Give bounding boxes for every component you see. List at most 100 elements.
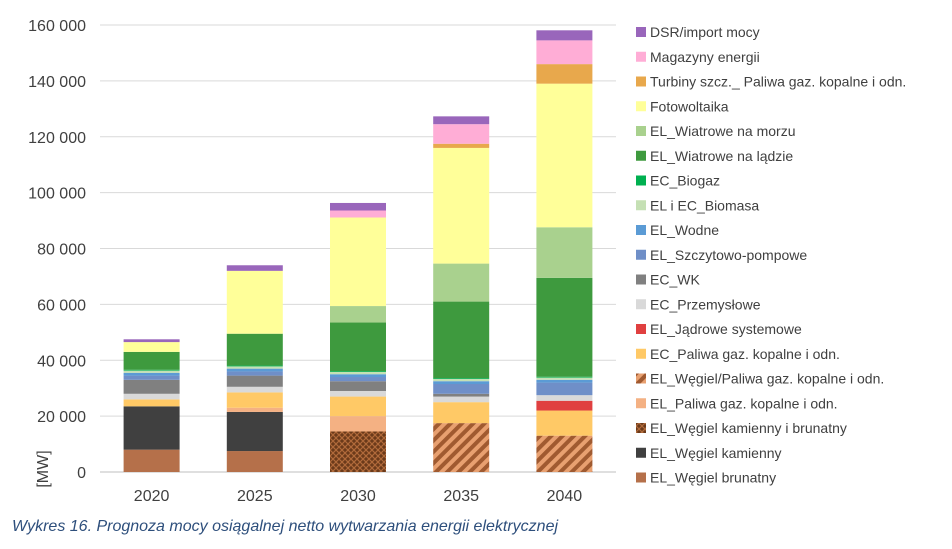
legend-label: EL_Wodne bbox=[650, 222, 719, 238]
x-tick-label: 2040 bbox=[547, 488, 583, 505]
bar-segment bbox=[123, 393, 180, 400]
x-tick-label: 2030 bbox=[340, 488, 376, 505]
bar-segment bbox=[536, 376, 593, 378]
y-axis-label: [MW] bbox=[35, 450, 52, 487]
bar-segment bbox=[536, 83, 593, 228]
bar-segment bbox=[433, 402, 490, 424]
bar-segment bbox=[433, 143, 490, 148]
bar-segment bbox=[330, 217, 386, 307]
legend-swatch bbox=[636, 150, 646, 161]
bar-segment bbox=[330, 377, 386, 382]
y-tick-label: 140 000 bbox=[28, 74, 86, 91]
bar-segment bbox=[226, 270, 283, 334]
bar-segment bbox=[226, 265, 283, 271]
bar-segment bbox=[536, 410, 593, 436]
bar-segment bbox=[536, 395, 593, 401]
bar-segment bbox=[123, 399, 180, 407]
bar-segment bbox=[226, 411, 283, 452]
legend-swatch bbox=[636, 274, 646, 285]
bar-segment bbox=[536, 435, 593, 472]
bar-segment bbox=[433, 116, 490, 125]
bar-segment bbox=[536, 400, 593, 411]
legend-swatch bbox=[636, 373, 646, 384]
x-tick-label: 2025 bbox=[237, 488, 273, 505]
legend-swatch bbox=[636, 249, 646, 260]
bar-segment bbox=[330, 374, 386, 378]
legend-swatch bbox=[636, 472, 646, 483]
bar-segment bbox=[536, 379, 593, 383]
legend-label: EL_Szczytowo-pompowe bbox=[650, 247, 807, 263]
bar-segment bbox=[433, 393, 490, 397]
bar-segment bbox=[226, 366, 283, 369]
y-tick-label: 60 000 bbox=[37, 297, 86, 314]
legend-swatch bbox=[636, 398, 646, 409]
bar-segment bbox=[433, 383, 490, 394]
bar-segment bbox=[433, 378, 490, 379]
legend-swatch bbox=[636, 101, 646, 112]
legend-swatch bbox=[636, 27, 646, 37]
legend-label: EC_Paliwa gaz. kopalne i odn. bbox=[650, 346, 840, 362]
legend-label: EL_Węgiel kamienny i brunatny bbox=[650, 420, 847, 436]
bar-segment bbox=[330, 371, 386, 375]
legend-label: EL_Węgiel kamienny bbox=[650, 445, 782, 461]
x-axis-ticks: 2020 2025 2030 2035 2040 bbox=[134, 488, 582, 505]
bar-segment bbox=[226, 386, 283, 393]
bar-segment bbox=[123, 375, 180, 380]
y-tick-label: 160 000 bbox=[28, 18, 86, 35]
bar-segment bbox=[226, 371, 283, 376]
legend-swatch bbox=[636, 200, 646, 211]
bar-segment bbox=[330, 322, 386, 372]
legend-swatch bbox=[636, 324, 646, 334]
legend-swatch bbox=[636, 348, 646, 359]
bar-segment bbox=[330, 416, 386, 432]
bar-segment bbox=[536, 277, 593, 377]
y-tick-label: 40 000 bbox=[37, 353, 86, 370]
legend-label: EL_Jądrowe systemowe bbox=[650, 321, 802, 337]
bar-segment bbox=[226, 368, 283, 372]
bar-segment bbox=[226, 333, 283, 366]
bar-segment bbox=[123, 449, 180, 472]
bar-segment bbox=[123, 342, 180, 352]
bar-segment bbox=[433, 147, 490, 264]
y-axis-ticks: 0 20 000 40 000 60 000 80 000 100 000 120 000 1… bbox=[28, 18, 86, 482]
legend-label: EL_Węgiel/Paliwa gaz. kopalne i odn. bbox=[650, 371, 884, 387]
bar-segment bbox=[433, 381, 490, 384]
legend-label: EC_WK bbox=[650, 272, 700, 288]
y-tick-label: 0 bbox=[77, 465, 86, 482]
legend-swatch bbox=[636, 76, 646, 87]
stacked-bar-chart: 0 20 000 40 000 60 000 80 000 100 000 120 000 1… bbox=[28, 18, 906, 505]
bar-segment bbox=[433, 263, 490, 302]
bar-segment bbox=[330, 431, 386, 472]
bar-segment bbox=[330, 396, 386, 417]
x-tick-label: 2020 bbox=[134, 488, 170, 505]
figure-caption: Wykres 16. Prognoza mocy osiągalnej nett… bbox=[12, 518, 559, 535]
bar-segment bbox=[433, 396, 490, 403]
bar-segment bbox=[536, 382, 593, 396]
legend-swatch bbox=[636, 126, 646, 136]
bar-segment bbox=[330, 202, 386, 211]
legend-swatch bbox=[636, 225, 646, 235]
bar-segment bbox=[226, 451, 283, 472]
bar-segment bbox=[226, 375, 283, 387]
bar-segment bbox=[536, 227, 593, 278]
bar-segment bbox=[433, 378, 490, 382]
bar-segment bbox=[123, 406, 180, 450]
legend-label: EL_Węgiel brunatny bbox=[650, 470, 776, 486]
bar-segment bbox=[123, 370, 180, 373]
bar-segment bbox=[433, 124, 490, 144]
legend-label: EL i EC_Biomasa bbox=[650, 197, 759, 213]
y-tick-label: 20 000 bbox=[37, 409, 86, 426]
y-tick-label: 80 000 bbox=[37, 242, 86, 259]
legend-label: Turbiny szcz._ Paliwa gaz. kopalne i odn… bbox=[650, 74, 906, 90]
bar-segment bbox=[330, 371, 386, 372]
y-tick-label: 100 000 bbox=[28, 186, 86, 203]
bar-segment bbox=[330, 306, 386, 323]
legend-label: Fotowoltaika bbox=[650, 98, 729, 114]
bar-segment bbox=[123, 372, 180, 376]
legend-label: EL_Wiatrowe na lądzie bbox=[650, 148, 793, 164]
legend-label: EC_Przemysłowe bbox=[650, 296, 761, 312]
bar-segment bbox=[536, 40, 593, 65]
bar-segment bbox=[226, 407, 283, 412]
bars bbox=[123, 30, 593, 472]
bar-segment bbox=[536, 377, 593, 380]
